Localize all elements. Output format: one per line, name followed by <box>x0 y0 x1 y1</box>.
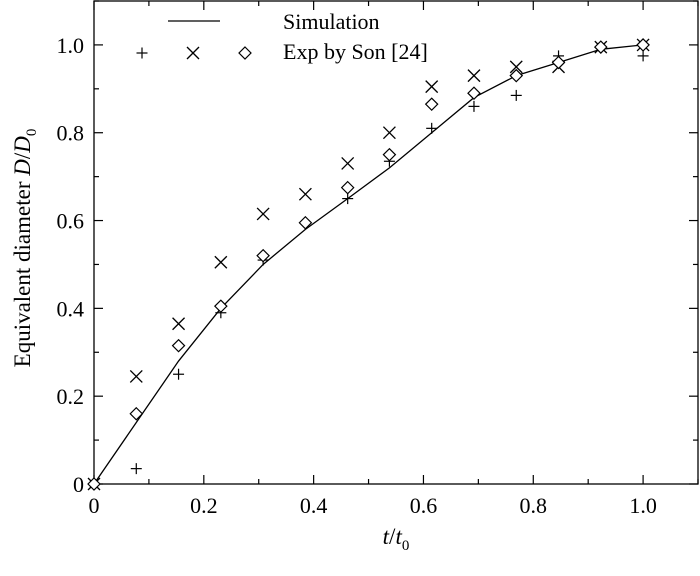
cross-point <box>172 317 186 331</box>
diamond-point <box>382 147 397 162</box>
cross-point-b <box>467 69 481 83</box>
cross-point-b <box>425 80 439 94</box>
legend-markers <box>136 46 252 60</box>
x-tick-label: 1.0 <box>629 493 657 518</box>
cross-point <box>298 187 312 201</box>
diamond-point <box>551 55 566 70</box>
legend-cross-marker <box>186 46 200 60</box>
series-cross <box>87 38 650 491</box>
diamond-point <box>213 299 228 314</box>
diamond-point <box>509 68 524 83</box>
legend: Simulation Exp by Son [24] <box>136 9 428 64</box>
diamond-point <box>636 38 650 52</box>
diamond-point <box>593 40 608 54</box>
cross-point-b <box>256 207 270 221</box>
cross-point <box>425 80 439 94</box>
diamond-point <box>87 477 101 491</box>
cross-point <box>256 207 270 221</box>
x-axis-title: t/t0 <box>383 524 410 554</box>
simulation-line <box>93 44 644 485</box>
x-tick-label: 0.2 <box>190 493 218 518</box>
diamond-point <box>256 248 270 263</box>
plus-point <box>468 100 480 112</box>
diamond-point <box>298 215 313 230</box>
legend-diamond-marker <box>238 46 252 60</box>
y-axis-title: Equivalent diameter D/D0 <box>10 129 40 368</box>
cross-point-b <box>509 60 523 74</box>
plus-point <box>510 89 522 101</box>
diamond-point <box>424 97 439 112</box>
series-plus <box>88 41 649 490</box>
y-tick-label: 0 <box>73 472 84 497</box>
diamond-point <box>171 338 186 353</box>
plot-frame <box>93 0 699 485</box>
cross-point-b <box>298 187 312 201</box>
diamond-point <box>340 180 355 195</box>
tick-labels: 0 0.2 0.4 0.6 0.8 1.0 0 0.2 0.4 0.6 0.8 1.0 <box>57 33 657 518</box>
legend-label-exp: Exp by Son [24] <box>283 39 428 64</box>
cross-point <box>214 255 228 269</box>
x-tick-label: 0.4 <box>300 493 328 518</box>
x-tick-label: 0.6 <box>410 493 438 518</box>
y-tick-label: 0.4 <box>57 296 85 321</box>
plus-point <box>173 368 185 380</box>
legend-label-simulation: Simulation <box>283 9 380 34</box>
plus-point <box>637 50 649 62</box>
cross-point-b <box>172 317 186 331</box>
y-tick-label: 0.2 <box>57 384 85 409</box>
cross-point <box>467 69 481 83</box>
cross-point <box>129 369 143 383</box>
y-tick-label: 0.6 <box>57 209 85 234</box>
x-tick-label: 0 <box>89 493 100 518</box>
series-line <box>93 44 644 485</box>
plus-point <box>426 122 438 134</box>
plus-point <box>342 193 354 205</box>
diamond-point <box>467 86 481 101</box>
x-tick-label: 0.8 <box>520 493 548 518</box>
diamond-point <box>129 406 144 421</box>
series-layer <box>87 38 650 491</box>
plus-point <box>130 463 142 475</box>
cross-point-b <box>129 369 143 383</box>
series-diamond <box>87 38 650 491</box>
cross-point <box>341 157 355 170</box>
legend-cross-marker-b <box>186 46 200 60</box>
cross-point <box>509 60 523 74</box>
axis-ticks <box>93 0 699 485</box>
legend-plus-marker <box>136 47 148 59</box>
y-tick-label: 1.0 <box>57 33 85 58</box>
cross-point-b <box>341 157 355 170</box>
cross-point <box>382 126 396 140</box>
y-tick-label: 0.8 <box>57 121 85 146</box>
cross-point-b <box>382 126 396 140</box>
cross-point-b <box>214 255 228 269</box>
